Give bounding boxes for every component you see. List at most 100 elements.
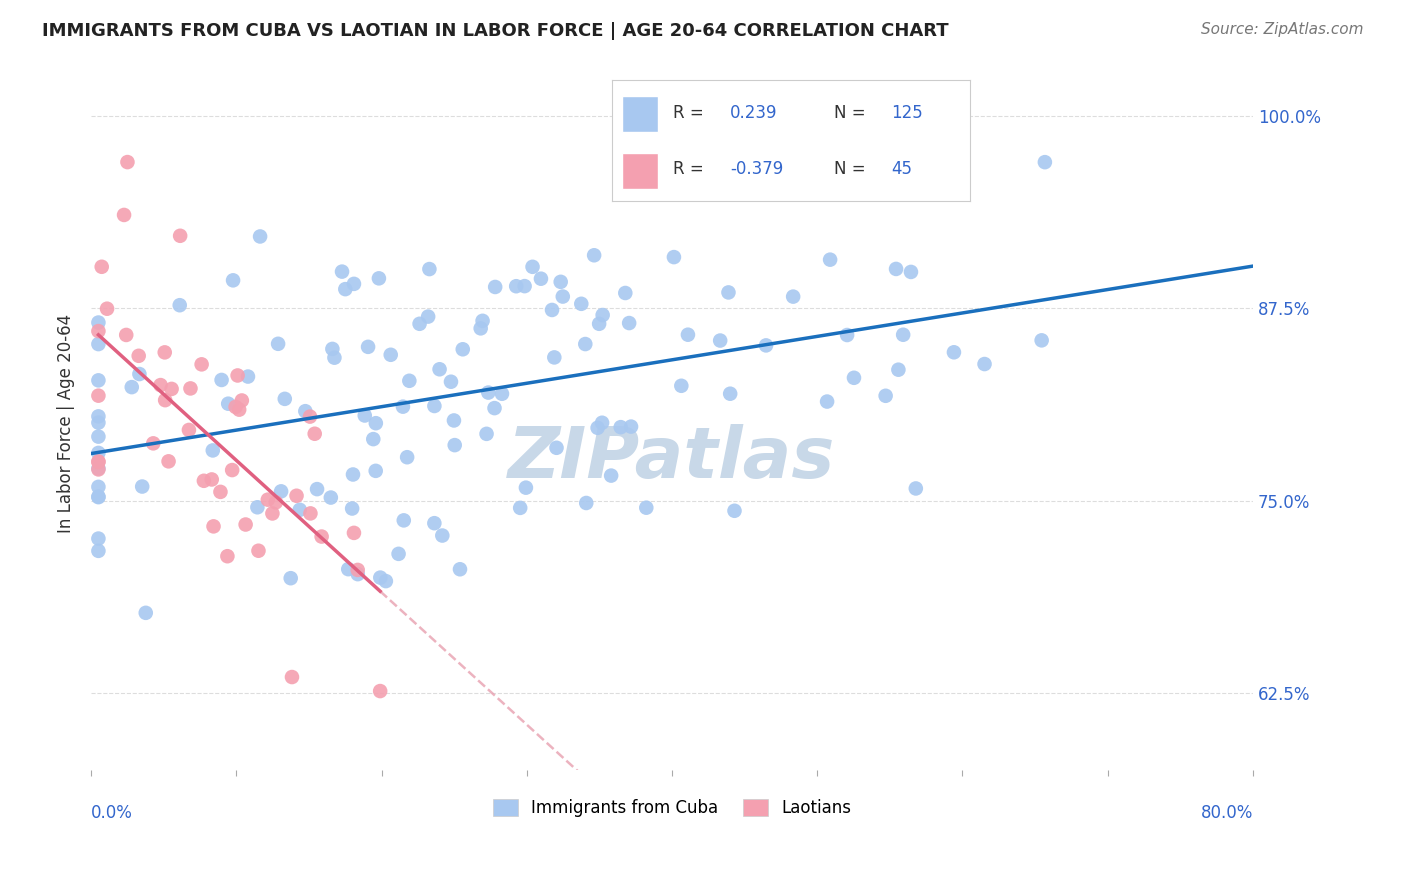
Point [128, 367, 150, 381]
Point [285, 489, 308, 503]
Point [891, 327, 914, 342]
Point [135, 606, 157, 620]
Point [112, 208, 135, 222]
Point [368, 684, 391, 698]
Point [87, 429, 110, 443]
Point [432, 528, 454, 542]
Point [477, 385, 499, 400]
Point [942, 345, 965, 359]
Point [225, 400, 247, 414]
Text: R =: R = [672, 160, 709, 178]
Point [235, 517, 257, 532]
Legend: Immigrants from Cuba, Laotians: Immigrants from Cuba, Laotians [486, 792, 858, 824]
Point [87, 490, 110, 504]
Point [177, 423, 200, 437]
Point [311, 530, 333, 544]
Point [875, 389, 897, 403]
Point [636, 500, 658, 515]
Point [818, 252, 841, 267]
Text: 0.239: 0.239 [730, 104, 778, 122]
Point [513, 279, 536, 293]
Point [484, 401, 506, 416]
Point [337, 562, 360, 576]
Point [471, 314, 494, 328]
Point [443, 413, 465, 427]
Point [717, 285, 740, 300]
Point [541, 302, 564, 317]
Point [87, 454, 110, 468]
Text: 125: 125 [891, 104, 922, 122]
Point [614, 285, 637, 300]
Point [343, 277, 366, 291]
Point [723, 504, 745, 518]
Point [904, 482, 927, 496]
Point [221, 463, 243, 477]
Point [755, 338, 778, 352]
Point [346, 567, 368, 582]
Point [551, 289, 574, 303]
Point [364, 416, 387, 430]
Point [190, 357, 212, 371]
Point [1031, 334, 1053, 348]
Point [201, 443, 224, 458]
Text: 45: 45 [891, 160, 912, 178]
Point [87, 416, 110, 430]
Point [709, 334, 731, 348]
FancyBboxPatch shape [623, 153, 658, 188]
Point [262, 507, 284, 521]
Point [392, 400, 415, 414]
Point [209, 484, 232, 499]
Point [842, 371, 865, 385]
Point [149, 378, 172, 392]
Text: N =: N = [834, 160, 870, 178]
Point [398, 374, 420, 388]
Point [115, 327, 138, 342]
Point [87, 480, 110, 494]
Point [90, 260, 112, 274]
Point [470, 321, 492, 335]
Point [247, 543, 270, 558]
Point [211, 373, 233, 387]
Point [392, 513, 415, 527]
Point [357, 340, 380, 354]
Point [319, 491, 342, 505]
Point [264, 495, 287, 509]
Point [87, 373, 110, 387]
Point [443, 438, 465, 452]
Point [256, 492, 278, 507]
Point [160, 382, 183, 396]
Point [815, 394, 838, 409]
Point [304, 426, 326, 441]
Point [574, 337, 596, 351]
Point [128, 349, 150, 363]
Point [299, 507, 322, 521]
Point [662, 250, 685, 264]
Point [270, 484, 292, 499]
Point [825, 162, 848, 177]
Point [249, 229, 271, 244]
Text: R =: R = [672, 104, 709, 122]
Point [1033, 155, 1056, 169]
Point [87, 446, 110, 460]
Point [575, 496, 598, 510]
Point [87, 316, 110, 330]
Point [429, 362, 451, 376]
Point [87, 532, 110, 546]
Point [288, 503, 311, 517]
Point [246, 500, 269, 515]
Point [87, 490, 110, 504]
Point [153, 345, 176, 359]
Point [609, 420, 631, 434]
Point [451, 343, 474, 357]
Point [87, 337, 110, 351]
Point [87, 544, 110, 558]
Point [321, 342, 343, 356]
Point [592, 308, 614, 322]
Point [364, 464, 387, 478]
Point [423, 399, 446, 413]
Point [231, 393, 253, 408]
Point [887, 362, 910, 376]
Point [87, 409, 110, 424]
Point [169, 298, 191, 312]
Point [884, 261, 907, 276]
